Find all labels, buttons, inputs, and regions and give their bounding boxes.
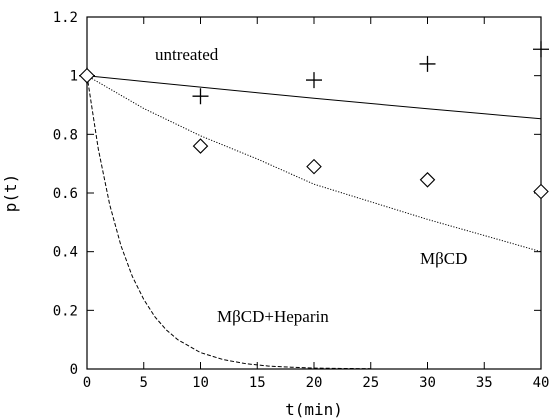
- plus-marker: [306, 72, 322, 89]
- x-tick-label: 0: [83, 375, 91, 391]
- plus-marker: [419, 55, 436, 72]
- axis-ticks: 0 5 10 15 20 25 30 35 40 0 0.2 0.4 0.6 0.8 1 1.2: [53, 10, 550, 391]
- plus-marker: [192, 88, 209, 105]
- x-tick-label: 5: [140, 375, 148, 391]
- x-tick-label: 40: [533, 375, 550, 391]
- y-axis-title: p(t): [1, 174, 20, 213]
- x-tick-label: 10: [192, 375, 209, 391]
- diamond-marker: [192, 138, 209, 154]
- diamond-marker: [79, 67, 95, 84]
- annotation-untreated: untreated: [155, 45, 219, 64]
- y-tick-label: 0.4: [53, 245, 78, 261]
- y-tick-label: 0.8: [53, 127, 78, 143]
- y-tick-label: 0.2: [53, 303, 78, 319]
- plus-marker: [533, 41, 549, 58]
- diamond-marker: [306, 158, 322, 175]
- y-tick-label: 1: [70, 69, 78, 85]
- y-tick-label: 0: [70, 362, 78, 378]
- fit-curve-solid: [86, 75, 542, 120]
- x-tick-label: 20: [306, 375, 323, 391]
- annotation-mbcd: MβCD: [420, 249, 467, 268]
- data-markers: [79, 41, 549, 200]
- x-tick-label: 35: [476, 375, 493, 391]
- fit-curves: [86, 75, 542, 370]
- diamond-marker: [533, 183, 549, 200]
- x-tick-label: 15: [249, 375, 266, 391]
- fit-curve-dashed: [86, 75, 371, 370]
- diamond-marker: [419, 172, 436, 188]
- y-tick-label: 1.2: [53, 10, 78, 26]
- x-tick-label: 30: [419, 375, 436, 391]
- annotation-mbcd-heparin: MβCD+Heparin: [217, 307, 329, 326]
- y-tick-label: 0.6: [53, 186, 78, 202]
- x-tick-label: 25: [362, 375, 379, 391]
- x-axis-title: t(min): [285, 400, 343, 419]
